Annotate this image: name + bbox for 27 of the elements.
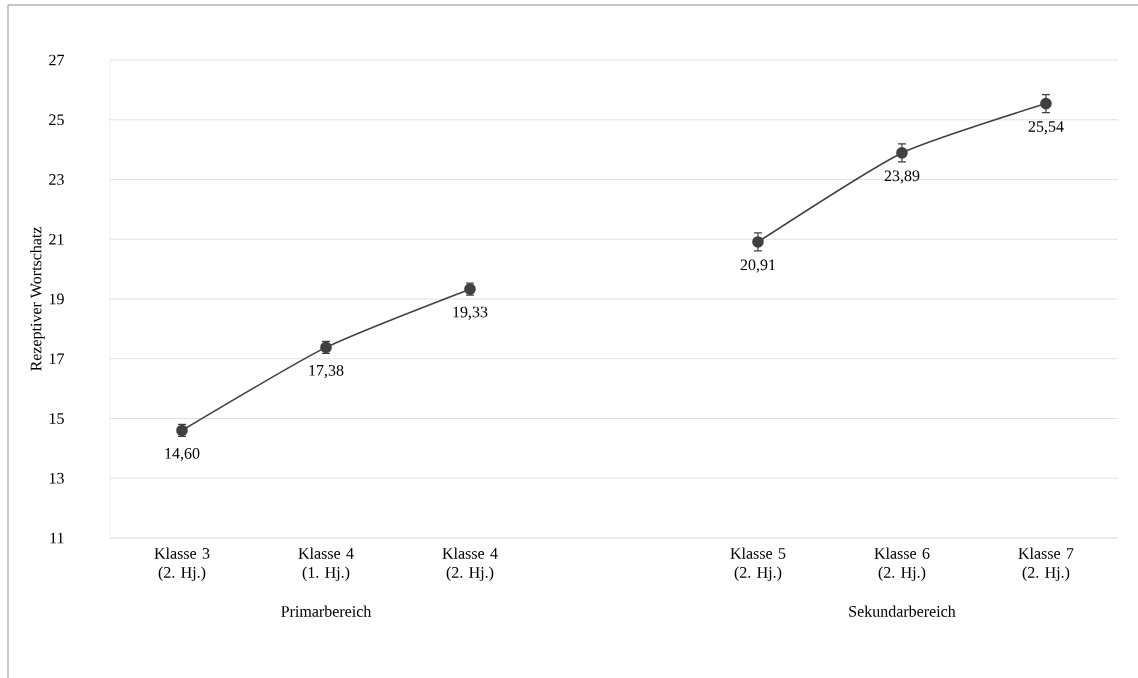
x-tick-label: Klasse 7 (2. Hj.) bbox=[1018, 547, 1074, 582]
text: Sekundarbereich bbox=[849, 605, 956, 617]
y-tick-label: 27 bbox=[49, 54, 65, 66]
y-tick-label: 21 bbox=[49, 233, 64, 245]
data-label: 20,91 bbox=[740, 259, 776, 273]
data-label: 19,33 bbox=[453, 306, 488, 320]
data-label: 17,38 bbox=[309, 364, 344, 379]
text: Primarbereich bbox=[281, 605, 372, 617]
point bbox=[752, 236, 764, 248]
y-tick-label: 25 bbox=[49, 114, 64, 126]
point bbox=[896, 147, 908, 159]
x-tick-label: Klasse 6 (2. Hj.) bbox=[874, 547, 930, 582]
data-label: 14,60 bbox=[165, 447, 200, 462]
x-tick-label: Klasse 5 (2. Hj.) bbox=[730, 547, 786, 582]
point bbox=[1040, 97, 1052, 110]
y-tick-label: 15 bbox=[49, 413, 64, 424]
x-tick-label: Klasse 4 (2. Hj.) bbox=[442, 547, 498, 582]
data-label: 25,54 bbox=[1028, 121, 1064, 135]
x-tick-label: Klasse 3 (2. Hj.) bbox=[154, 547, 210, 582]
x-tick-label: Klasse 4 (1. Hj.) bbox=[298, 547, 354, 582]
data-label: 23,89 bbox=[884, 170, 920, 184]
y-tick-label: 11 bbox=[50, 532, 64, 544]
y-tick-label: 17 bbox=[49, 353, 65, 365]
y-axis-title: Rezeptiver Wortschatz bbox=[30, 226, 45, 371]
y-tick-label: 23 bbox=[49, 174, 64, 185]
y-tick-label: 13 bbox=[49, 472, 64, 484]
y-tick-label: 19 bbox=[49, 293, 64, 305]
